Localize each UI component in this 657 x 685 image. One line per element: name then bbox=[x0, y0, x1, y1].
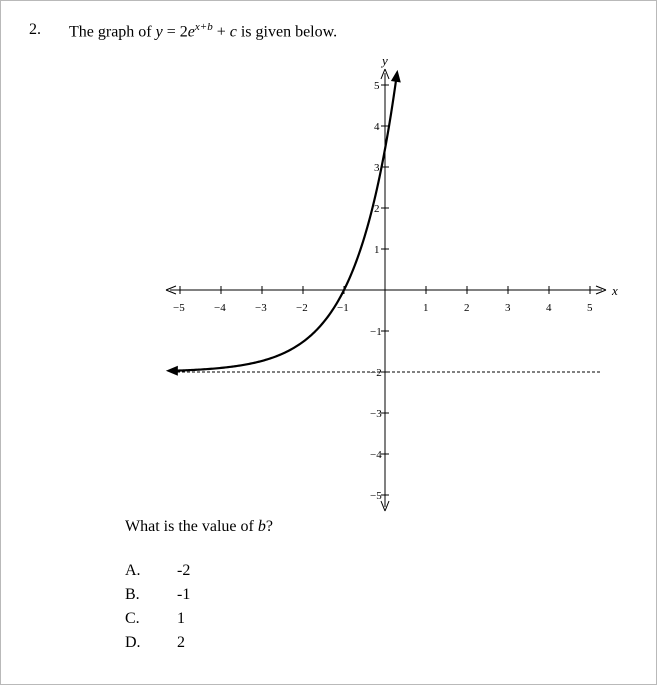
equation-c: c bbox=[229, 23, 237, 41]
x-tick-label: 5 bbox=[587, 302, 593, 314]
y-tick-label: 3 bbox=[374, 162, 380, 174]
equation-exponent: x+b bbox=[194, 21, 213, 33]
x-tick-label: −3 bbox=[255, 302, 267, 314]
equation-y: y bbox=[155, 23, 163, 41]
x-tick-label: −4 bbox=[214, 302, 226, 314]
x-tick-label: 3 bbox=[505, 302, 511, 314]
equation-plus: + bbox=[212, 23, 230, 41]
y-tick-label: −1 bbox=[370, 326, 382, 338]
question-text-suffix: is given below. bbox=[236, 23, 338, 41]
choice-b-value: -1 bbox=[177, 586, 191, 603]
question-number: 2. bbox=[29, 21, 41, 38]
prompt-end: ? bbox=[265, 518, 273, 535]
question-prompt: What is the value of b? bbox=[125, 518, 273, 536]
y-tick-label: 4 bbox=[374, 121, 380, 133]
y-axis-arrow-down bbox=[380, 500, 390, 512]
prompt-variable: b bbox=[257, 518, 266, 535]
choice-b-letter: B. bbox=[125, 586, 140, 603]
choice-d-letter: D. bbox=[125, 634, 141, 651]
function-curve bbox=[173, 76, 398, 372]
y-axis-label: y bbox=[380, 53, 388, 68]
x-tick-label: 4 bbox=[546, 302, 552, 314]
y-tick-label: −4 bbox=[370, 449, 382, 461]
x-axis-label: x bbox=[611, 283, 618, 298]
equation-e: e bbox=[187, 23, 195, 41]
curve-arrow-left bbox=[165, 365, 178, 376]
y-tick-label: 2 bbox=[374, 203, 380, 215]
y-tick-label: 1 bbox=[374, 244, 380, 256]
y-tick-label: −2 bbox=[370, 367, 382, 379]
prompt-text: What is the value of bbox=[125, 518, 258, 535]
y-axis-arrow-up bbox=[380, 68, 390, 80]
choice-c-value: 1 bbox=[177, 610, 185, 627]
x-tick-label: −2 bbox=[296, 302, 308, 314]
y-tick-label: −5 bbox=[370, 490, 382, 502]
x-tick-label: −5 bbox=[173, 302, 185, 314]
choice-d-value: 2 bbox=[177, 634, 185, 651]
y-tick-label: 5 bbox=[374, 80, 380, 92]
y-tick-label: −3 bbox=[370, 408, 382, 420]
choice-a-letter: A. bbox=[125, 562, 141, 579]
curve-arrow-right bbox=[390, 69, 401, 83]
question-text: The graph of y = 2ex+b + c is given belo… bbox=[69, 21, 337, 41]
choice-a-value: -2 bbox=[177, 562, 191, 579]
question-text-prefix: The graph of bbox=[69, 23, 156, 41]
x-axis-arrow-right bbox=[595, 285, 607, 295]
choice-c-letter: C. bbox=[125, 610, 140, 627]
x-tick-label: −1 bbox=[337, 302, 349, 314]
equation-equals: = 2 bbox=[162, 23, 188, 41]
x-tick-label: 1 bbox=[423, 302, 429, 314]
x-axis-arrow-left bbox=[165, 285, 177, 295]
x-tick-label: 2 bbox=[464, 302, 470, 314]
